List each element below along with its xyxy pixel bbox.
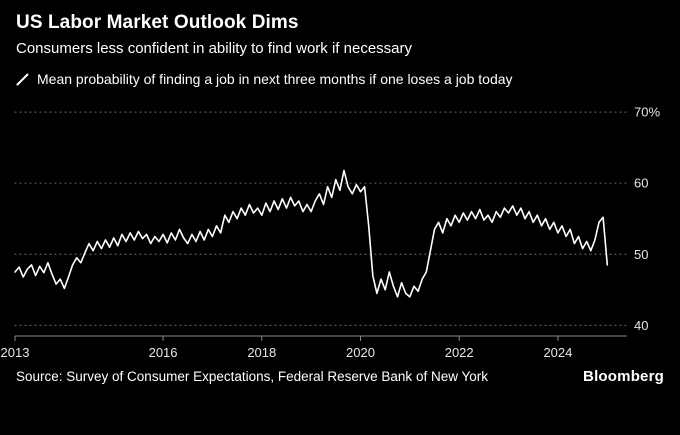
- chart-title: US Labor Market Outlook Dims: [16, 12, 299, 33]
- svg-text:70%: 70%: [634, 105, 660, 120]
- chart-subtitle: Consumers less confident in ability to f…: [16, 40, 413, 57]
- bloomberg-logo: Bloomberg: [583, 367, 664, 385]
- footer: Source: Survey of Consumer Expectations,…: [16, 367, 664, 387]
- source-text: Source: Survey of Consumer Expectations,…: [16, 369, 488, 384]
- legend: Mean probability of finding a job in nex…: [16, 71, 664, 87]
- svg-text:2020: 2020: [346, 345, 375, 360]
- svg-text:2016: 2016: [149, 345, 178, 360]
- chart-area: 70% 60 50 40 2013 2016 2018 2020 2022 2024: [1, 91, 664, 360]
- legend-label: Mean probability of finding a job in nex…: [37, 71, 513, 87]
- legend-line-icon: [16, 73, 29, 86]
- svg-text:60: 60: [634, 176, 648, 191]
- svg-text:40: 40: [634, 318, 648, 333]
- svg-text:2022: 2022: [445, 345, 474, 360]
- page-root: US Labor Market Outlook Dims Consumers l…: [1, 12, 664, 387]
- svg-text:50: 50: [634, 247, 648, 262]
- svg-text:2013: 2013: [1, 345, 30, 360]
- line-chart: 70% 60 50 40 2013 2016 2018 2020 2022 2024: [1, 105, 661, 360]
- svg-text:2024: 2024: [543, 345, 572, 360]
- svg-text:2018: 2018: [247, 345, 276, 360]
